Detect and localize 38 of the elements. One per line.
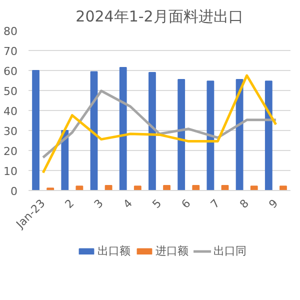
bar: [192, 185, 200, 190]
x-tick-label: 2: [62, 196, 77, 212]
y-tick-label: 60: [4, 65, 18, 78]
line-series: [42, 74, 278, 174]
bar: [76, 186, 84, 190]
x-tick-label: 4: [120, 196, 135, 212]
legend-label: 进口额: [156, 244, 188, 258]
y-tick-label: 0: [10, 185, 18, 198]
bar: [178, 79, 186, 190]
chart-title: 2024年1-2月面料进出口: [76, 8, 244, 26]
x-tick-label: 5: [150, 196, 164, 212]
y-tick-label: 70: [4, 45, 18, 58]
y-tick-label: 20: [4, 145, 18, 158]
x-tick-label: 3: [92, 196, 106, 212]
y-tick-label: 80: [4, 25, 18, 38]
bar: [163, 185, 170, 190]
legend-label: 出口同: [214, 244, 246, 258]
y-tick-label: 40: [4, 105, 18, 118]
y-tick-label: 10: [4, 165, 18, 178]
bar: [250, 186, 258, 190]
bar: [32, 70, 40, 190]
x-tick-label: 8: [237, 196, 252, 212]
line-series: [42, 90, 278, 159]
bar: [280, 186, 287, 190]
y-tick-label: 30: [4, 125, 18, 138]
bar: [119, 67, 127, 190]
bar: [264, 80, 272, 190]
y-tick-label: 50: [4, 85, 18, 98]
bar: [61, 130, 69, 190]
legend-label: 出口额: [98, 244, 130, 258]
x-tick-label: 9: [266, 196, 281, 212]
bar: [148, 72, 156, 190]
x-tick-label: 7: [208, 196, 222, 212]
bar: [236, 79, 244, 190]
bar: [134, 186, 142, 190]
bar: [104, 185, 112, 190]
x-tick-label: 6: [179, 196, 194, 212]
bar: [206, 80, 214, 190]
